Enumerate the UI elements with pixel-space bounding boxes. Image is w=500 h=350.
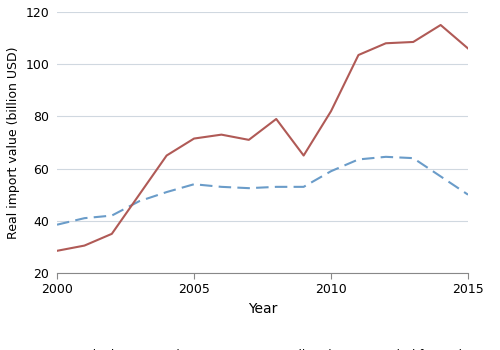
- Final consumption: [218, 185, 224, 189]
- Final consumption: [438, 174, 444, 179]
- Final consumption: [246, 186, 252, 190]
- Final consumption: [109, 214, 115, 218]
- Intermediate input & capital formation: [218, 133, 224, 137]
- Final consumption: [465, 193, 471, 197]
- Intermediate input & capital formation: [164, 153, 170, 158]
- Final consumption: [136, 199, 142, 203]
- Line: Intermediate input & capital formation: Intermediate input & capital formation: [57, 25, 468, 251]
- Y-axis label: Real import value (billion USD): Real import value (billion USD): [7, 46, 20, 239]
- Intermediate input & capital formation: [465, 47, 471, 51]
- Intermediate input & capital formation: [109, 232, 115, 236]
- Intermediate input & capital formation: [82, 244, 87, 248]
- Final consumption: [328, 169, 334, 173]
- Intermediate input & capital formation: [383, 41, 389, 46]
- Legend: Final consumption, Intermediate input & capital formation: Final consumption, Intermediate input & …: [44, 344, 482, 350]
- Final consumption: [300, 185, 306, 189]
- Final consumption: [383, 155, 389, 159]
- Final consumption: [164, 190, 170, 194]
- Intermediate input & capital formation: [246, 138, 252, 142]
- Line: Final consumption: Final consumption: [57, 157, 468, 225]
- Final consumption: [273, 185, 279, 189]
- Final consumption: [82, 216, 87, 220]
- Intermediate input & capital formation: [191, 136, 197, 141]
- Intermediate input & capital formation: [273, 117, 279, 121]
- Intermediate input & capital formation: [300, 153, 306, 158]
- Intermediate input & capital formation: [328, 109, 334, 113]
- X-axis label: Year: Year: [248, 302, 277, 316]
- Intermediate input & capital formation: [356, 53, 362, 57]
- Final consumption: [356, 158, 362, 162]
- Intermediate input & capital formation: [410, 40, 416, 44]
- Final consumption: [54, 223, 60, 227]
- Final consumption: [410, 156, 416, 160]
- Intermediate input & capital formation: [136, 193, 142, 197]
- Final consumption: [191, 182, 197, 186]
- Intermediate input & capital formation: [438, 23, 444, 27]
- Intermediate input & capital formation: [54, 249, 60, 253]
